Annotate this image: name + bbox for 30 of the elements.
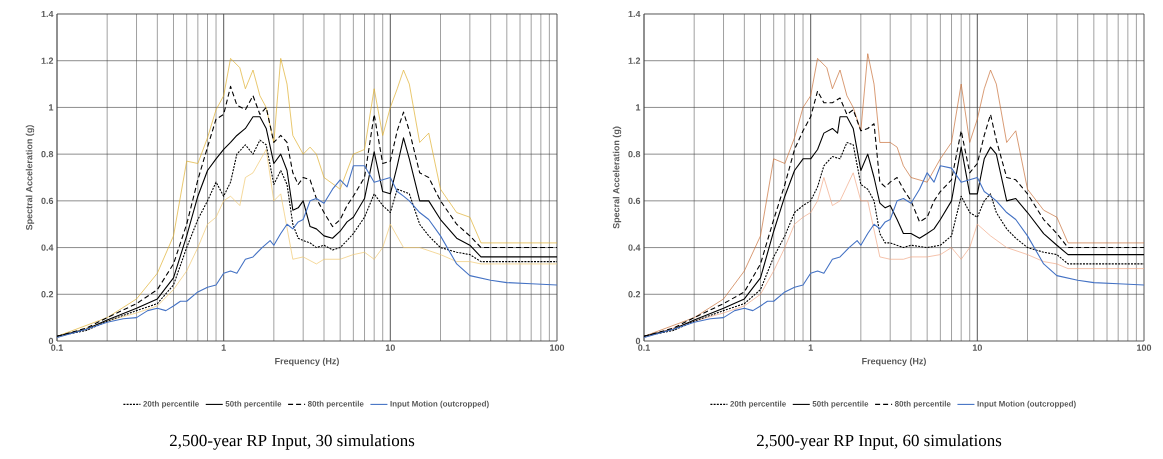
- y-tick-label: 1.4: [41, 10, 54, 18]
- x-axis-title: Frequency (Hz): [275, 357, 339, 367]
- x-tick-label: 0.1: [51, 344, 63, 351]
- x-tick-label: 0.1: [638, 344, 650, 351]
- y-tick-label: 0.2: [41, 291, 54, 298]
- y-tick-label: 1.2: [41, 57, 54, 64]
- x-tick-label: 10: [385, 344, 395, 351]
- y-tick-label: 1: [636, 104, 641, 111]
- y-tick-label: 1: [49, 104, 54, 111]
- y-tick-label: 0.4: [41, 244, 54, 251]
- x-tick-label: 1: [221, 344, 226, 351]
- y-tick-label: 0.8: [41, 150, 54, 158]
- text: 2,500-year RP Input, 30 simulations: [169, 434, 415, 450]
- y-tick-label: 0.6: [41, 197, 54, 205]
- y-tick-label: 1.2: [628, 57, 641, 64]
- y-tick-label: 0.2: [628, 291, 641, 298]
- x-tick-label: 100: [550, 344, 565, 351]
- y-tick-label: 0: [48, 337, 54, 345]
- x-axis-title: Frequency (Hz): [862, 357, 926, 367]
- x-tick-label: 1: [808, 344, 813, 351]
- y-tick-label: 1.4: [628, 10, 641, 18]
- y-axis-title: Spectral Acceleration (g): [25, 125, 35, 231]
- y-tick-label: 0.4: [628, 244, 641, 251]
- y-tick-label: 0.6: [628, 197, 641, 205]
- y-tick-label: 0: [635, 337, 641, 345]
- x-tick-label: 100: [1137, 344, 1152, 351]
- y-axis-title: Specral Acceleration (g): [612, 126, 622, 229]
- x-tick-label: 10: [972, 344, 982, 351]
- y-tick-label: 0.8: [628, 150, 641, 158]
- text: 2,500-year RP Input, 60 simulations: [756, 434, 1002, 450]
